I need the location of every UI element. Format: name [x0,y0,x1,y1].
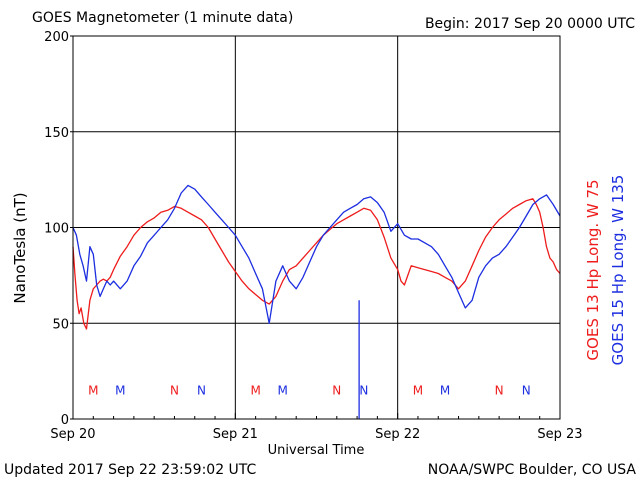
noon-marker: N [170,383,179,397]
noon-marker: N [522,383,531,397]
y-tick-label: 100 [44,222,69,237]
y-tick-label: 0 [61,413,69,428]
x-axis-label: Universal Time [268,443,365,458]
legend-goes13: GOES 13 Hp Long. W 75 [584,179,602,360]
tick-layer: 0 50 100 150 200 Sep 20 Sep 21 Sep 22 Sep 23 [44,30,582,442]
x-tick-label: Sep 21 [213,427,258,442]
midnight-marker: M [440,383,450,397]
begin-date: Begin: 2017 Sep 20 0000 UTC [425,16,635,32]
chart-title: GOES Magnetometer (1 minute data) [32,10,293,26]
noon-marker: N [495,383,504,397]
series-goes15-line [72,184,561,324]
legend-goes15: GOES 15 Hp Long. W 135 [609,175,627,366]
y-tick-label: 150 [44,126,69,141]
credit-text: NOAA/SWPC Boulder, CO USA [428,462,637,478]
grid [73,36,560,419]
series-layer [72,184,561,419]
x-tick-label: Sep 23 [537,427,582,442]
y-tick-label: 200 [44,30,69,45]
y-axis-label: NanoTesla (nT) [11,192,29,303]
noon-marker: N [197,383,206,397]
updated-timestamp: Updated 2017 Sep 22 23:59:02 UTC [4,462,257,478]
noon-marker: N [359,383,368,397]
midnight-marker: M [250,383,260,397]
noon-marker: N [332,383,341,397]
series-goes13-line [72,198,561,330]
x-tick-label: Sep 22 [375,427,420,442]
midnight-marker: M [88,383,98,397]
y-tick-label: 50 [52,317,69,332]
plot-frame [72,35,561,420]
midnight-marker: M [413,383,423,397]
midnight-marker: M [278,383,288,397]
midnight-marker: M [115,383,125,397]
x-tick-label: Sep 20 [50,427,95,442]
